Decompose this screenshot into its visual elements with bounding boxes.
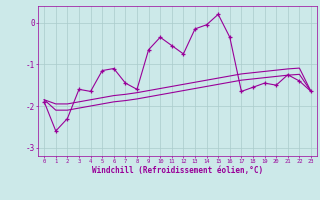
X-axis label: Windchill (Refroidissement éolien,°C): Windchill (Refroidissement éolien,°C)	[92, 166, 263, 175]
